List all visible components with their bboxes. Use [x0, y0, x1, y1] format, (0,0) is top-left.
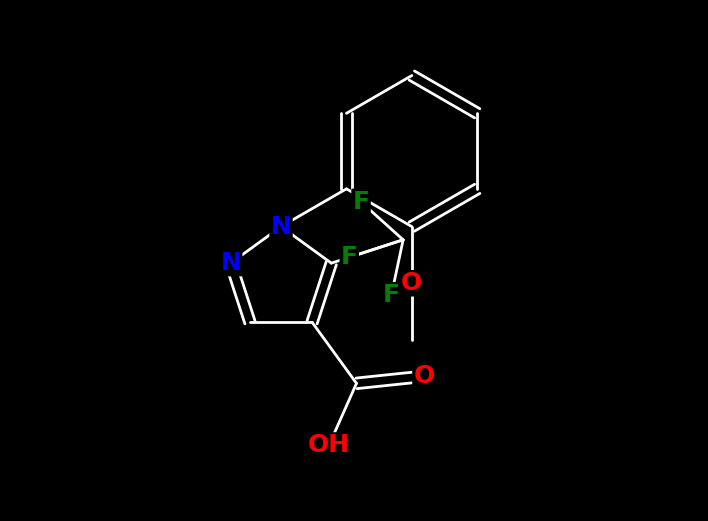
Text: OH: OH: [308, 433, 350, 457]
Text: F: F: [353, 190, 370, 214]
Text: N: N: [220, 251, 241, 275]
Text: F: F: [383, 283, 400, 307]
Text: F: F: [341, 245, 358, 269]
Text: O: O: [413, 364, 435, 388]
Text: N: N: [270, 215, 292, 239]
Text: O: O: [401, 271, 423, 295]
